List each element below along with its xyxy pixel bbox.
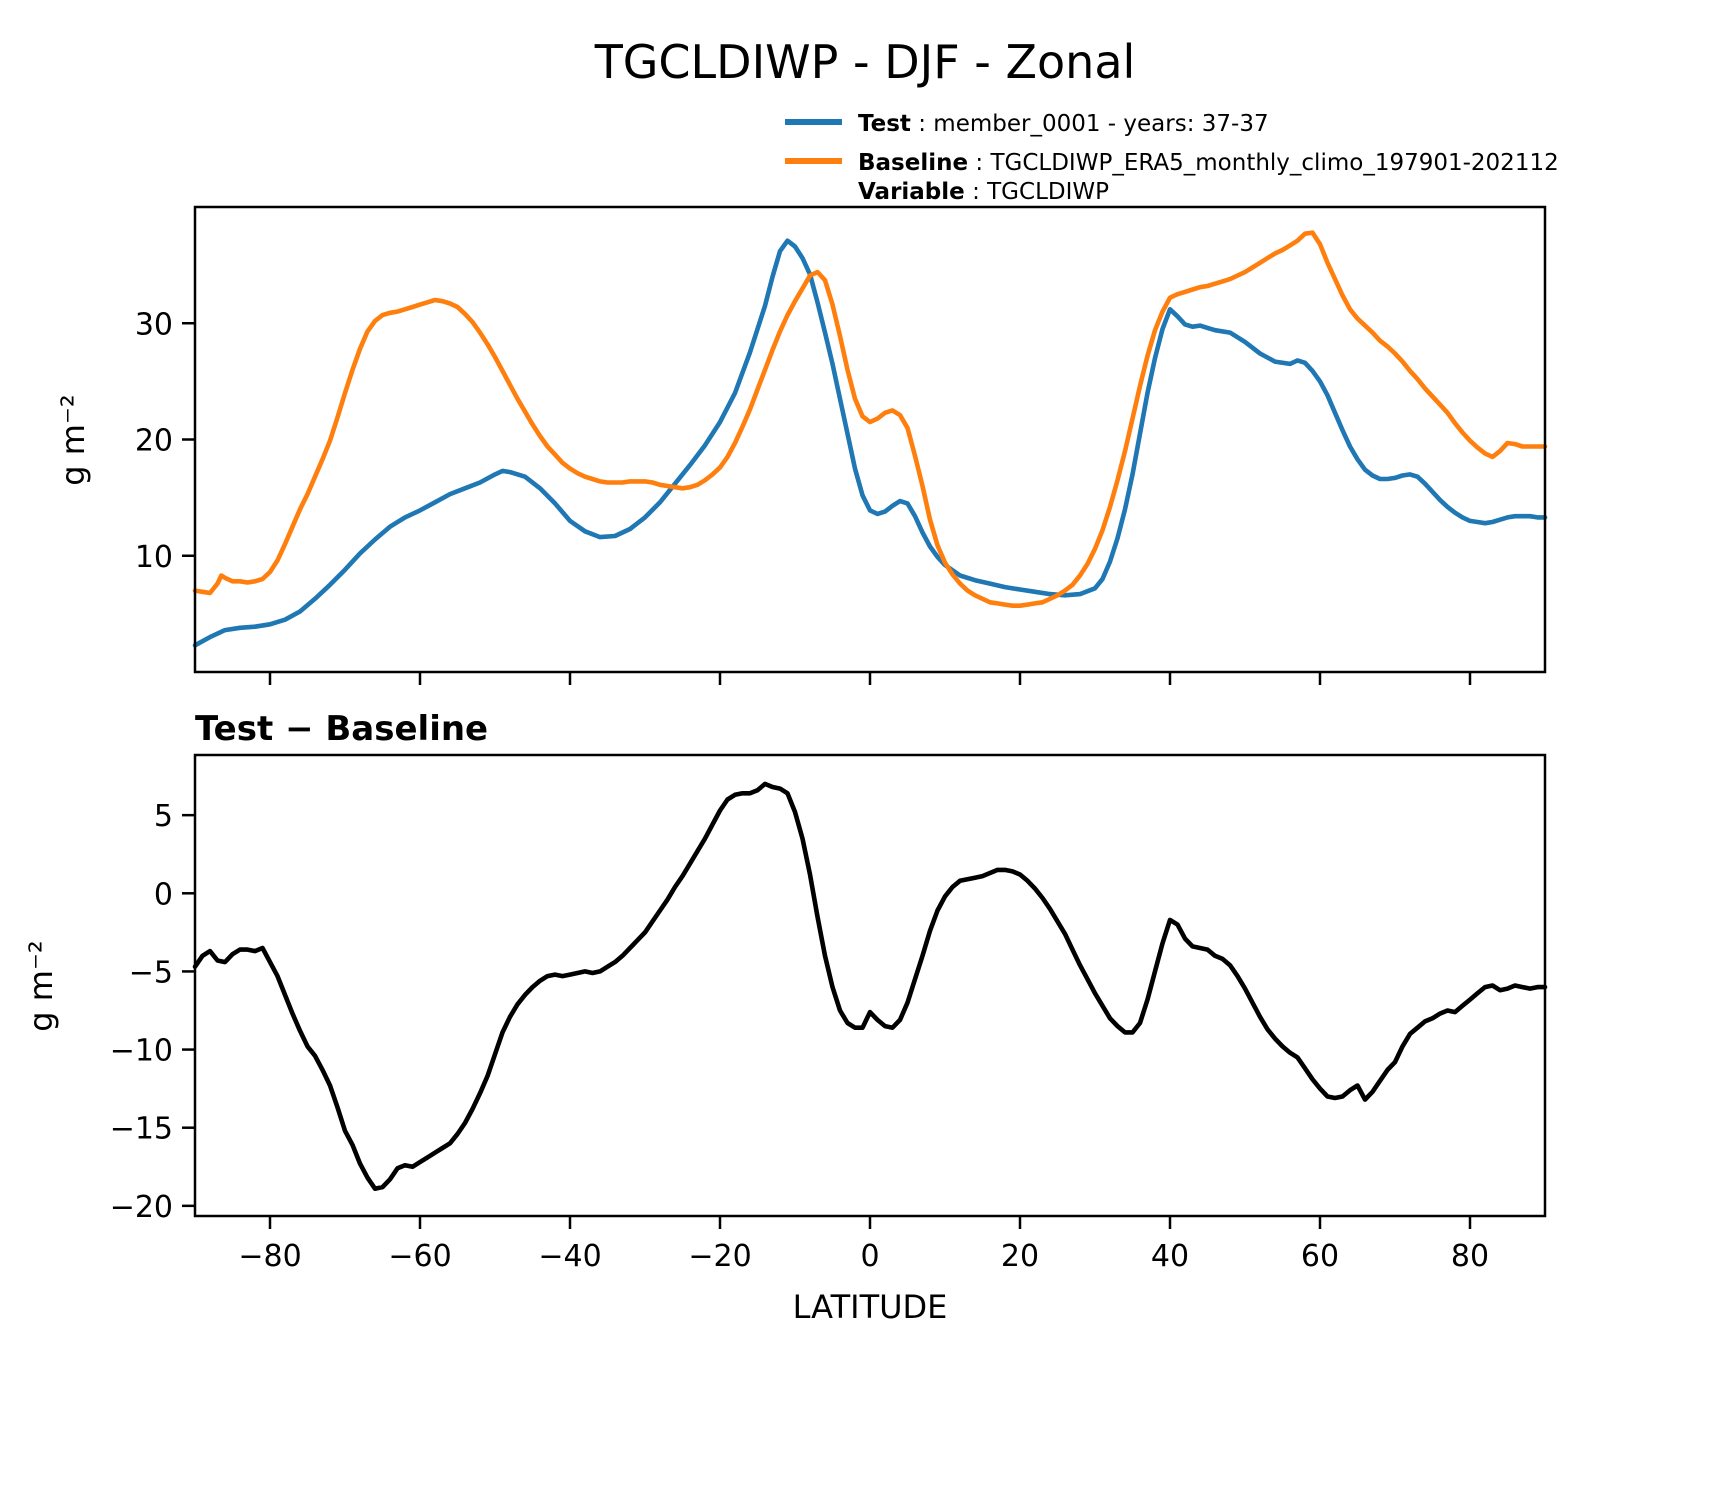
x-tick-label: −20 xyxy=(688,1239,751,1274)
x-tick-label: 0 xyxy=(860,1239,879,1274)
x-tick-label: 80 xyxy=(1451,1239,1489,1274)
top-y-axis-label: g m⁻² xyxy=(54,394,92,485)
legend-variable-value: : TGCLDIWP xyxy=(965,179,1109,205)
series-test xyxy=(192,238,1548,648)
legend-baseline-value: : TGCLDIWP_ERA5_monthly_climo_197901-202… xyxy=(968,150,1559,176)
y-tick-label: −10 xyxy=(110,1034,173,1069)
top-plot: 10 20 30 xyxy=(135,205,1548,685)
bottom-y-axis-label: g m⁻² xyxy=(22,940,60,1031)
y-tick-label: 0 xyxy=(154,877,173,912)
legend: Test : member_0001 - years: 37-37 Baseli… xyxy=(785,111,1559,205)
legend-variable-entry: Variable : TGCLDIWP xyxy=(858,179,1109,205)
y-tick-label: −20 xyxy=(110,1190,173,1225)
series-baseline xyxy=(192,230,1548,609)
x-tick-label: −60 xyxy=(388,1239,451,1274)
y-tick-label: 20 xyxy=(135,424,173,459)
y-tick-label: 5 xyxy=(154,799,173,834)
bottom-plot: −80 −60 −40 −20 0 20 40 60 80 5 0 −5 −10 −15 −20 xyxy=(110,753,1548,1274)
legend-test-entry: Test : member_0001 - years: 37-37 xyxy=(858,111,1269,137)
x-tick-label: 60 xyxy=(1301,1239,1339,1274)
x-axis-label: LATITUDE xyxy=(793,1288,948,1326)
legend-baseline-label: Baseline xyxy=(858,150,968,176)
y-tick-label: −5 xyxy=(129,955,173,990)
figure-title: TGCLDIWP - DJF - Zonal xyxy=(594,35,1136,89)
x-tick-label: −80 xyxy=(238,1239,301,1274)
x-tick-label: 40 xyxy=(1151,1239,1189,1274)
legend-baseline-entry: Baseline : TGCLDIWP_ERA5_monthly_climo_1… xyxy=(858,150,1559,176)
legend-variable-label: Variable xyxy=(858,179,965,205)
y-tick-label: −15 xyxy=(110,1112,173,1147)
bottom-subplot-title: Test − Baseline xyxy=(195,709,488,749)
legend-test-value: : member_0001 - years: 37-37 xyxy=(911,111,1269,137)
legend-test-label: Test xyxy=(858,111,911,137)
x-tick-label: −40 xyxy=(538,1239,601,1274)
y-tick-label: 30 xyxy=(135,307,173,342)
x-tick-label: 20 xyxy=(1001,1239,1039,1274)
series-test-baseline xyxy=(192,781,1548,1191)
y-tick-label: 10 xyxy=(135,540,173,575)
